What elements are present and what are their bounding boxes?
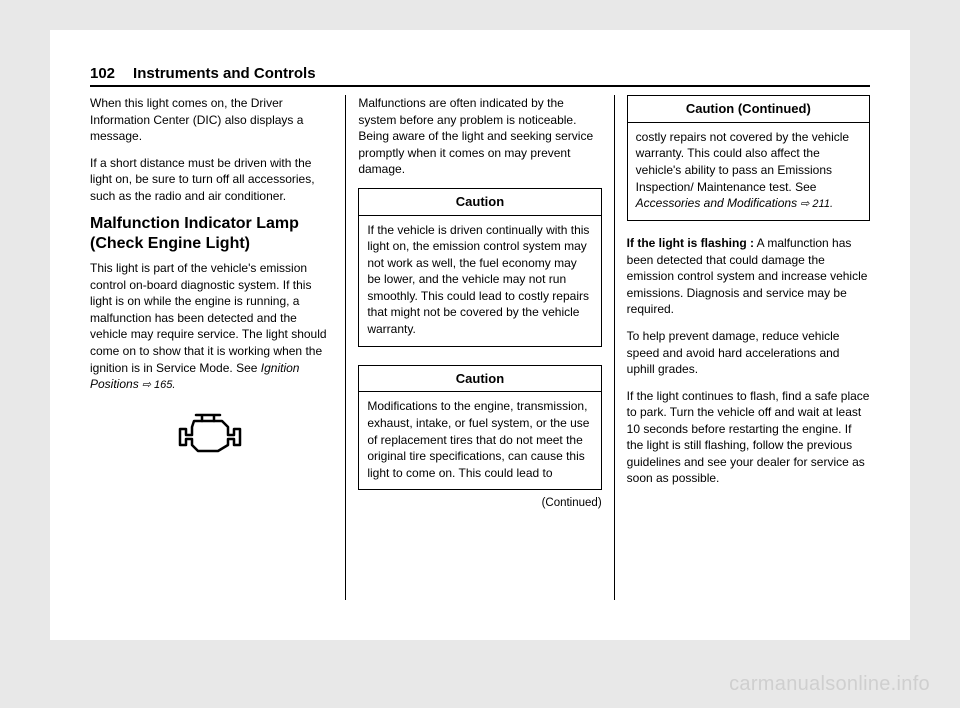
paragraph: If a short distance must be driven with …: [90, 155, 333, 205]
column-1: When this light comes on, the Driver Inf…: [90, 95, 345, 600]
paragraph: If the light is flashing : A malfunction…: [627, 235, 870, 318]
caution-body: Modifications to the engine, transmissio…: [359, 392, 600, 489]
page-header: 102 Instruments and Controls: [90, 65, 870, 87]
page-number: 102: [90, 65, 115, 82]
cross-reference-page: ⇨ 211.: [797, 198, 833, 210]
check-engine-icon: [176, 407, 248, 457]
text: costly repairs not covered by the vehicl…: [636, 130, 849, 194]
cross-reference-page: ⇨ 165.: [139, 379, 176, 391]
paragraph: Malfunctions are often indicated by the …: [358, 95, 601, 178]
caution-body: If the vehicle is driven continually wit…: [359, 216, 600, 346]
icon-container: [90, 407, 333, 462]
caution-body: costly repairs not covered by the vehicl…: [628, 123, 869, 220]
paragraph: This light is part of the vehicle's emis…: [90, 260, 333, 393]
section-heading: Malfunction Indicator Lamp (Check Engine…: [90, 214, 333, 254]
paragraph: When this light comes on, the Driver Inf…: [90, 95, 333, 145]
chapter-title: Instruments and Controls: [133, 65, 316, 82]
paragraph: To help prevent damage, reduce vehicle s…: [627, 328, 870, 378]
manual-page: 102 Instruments and Controls When this l…: [50, 30, 910, 640]
caution-header: Caution: [359, 366, 600, 393]
column-2: Malfunctions are often indicated by the …: [346, 95, 613, 600]
content-columns: When this light comes on, the Driver Inf…: [90, 95, 870, 600]
caution-box: Caution Modifications to the engine, tra…: [358, 365, 601, 491]
caution-box-continued: Caution (Continued) costly repairs not c…: [627, 95, 870, 221]
watermark: carmanualsonline.info: [729, 673, 930, 696]
caution-header: Caution (Continued): [628, 96, 869, 123]
column-3: Caution (Continued) costly repairs not c…: [615, 95, 870, 600]
bold-lead: If the light is flashing :: [627, 236, 754, 250]
continued-label: (Continued): [358, 496, 601, 512]
cross-reference: Accessories and Modifications: [636, 196, 797, 210]
caution-box: Caution If the vehicle is driven continu…: [358, 188, 601, 347]
paragraph: If the light continues to flash, find a …: [627, 388, 870, 487]
caution-header: Caution: [359, 189, 600, 216]
text: This light is part of the vehicle's emis…: [90, 261, 327, 374]
